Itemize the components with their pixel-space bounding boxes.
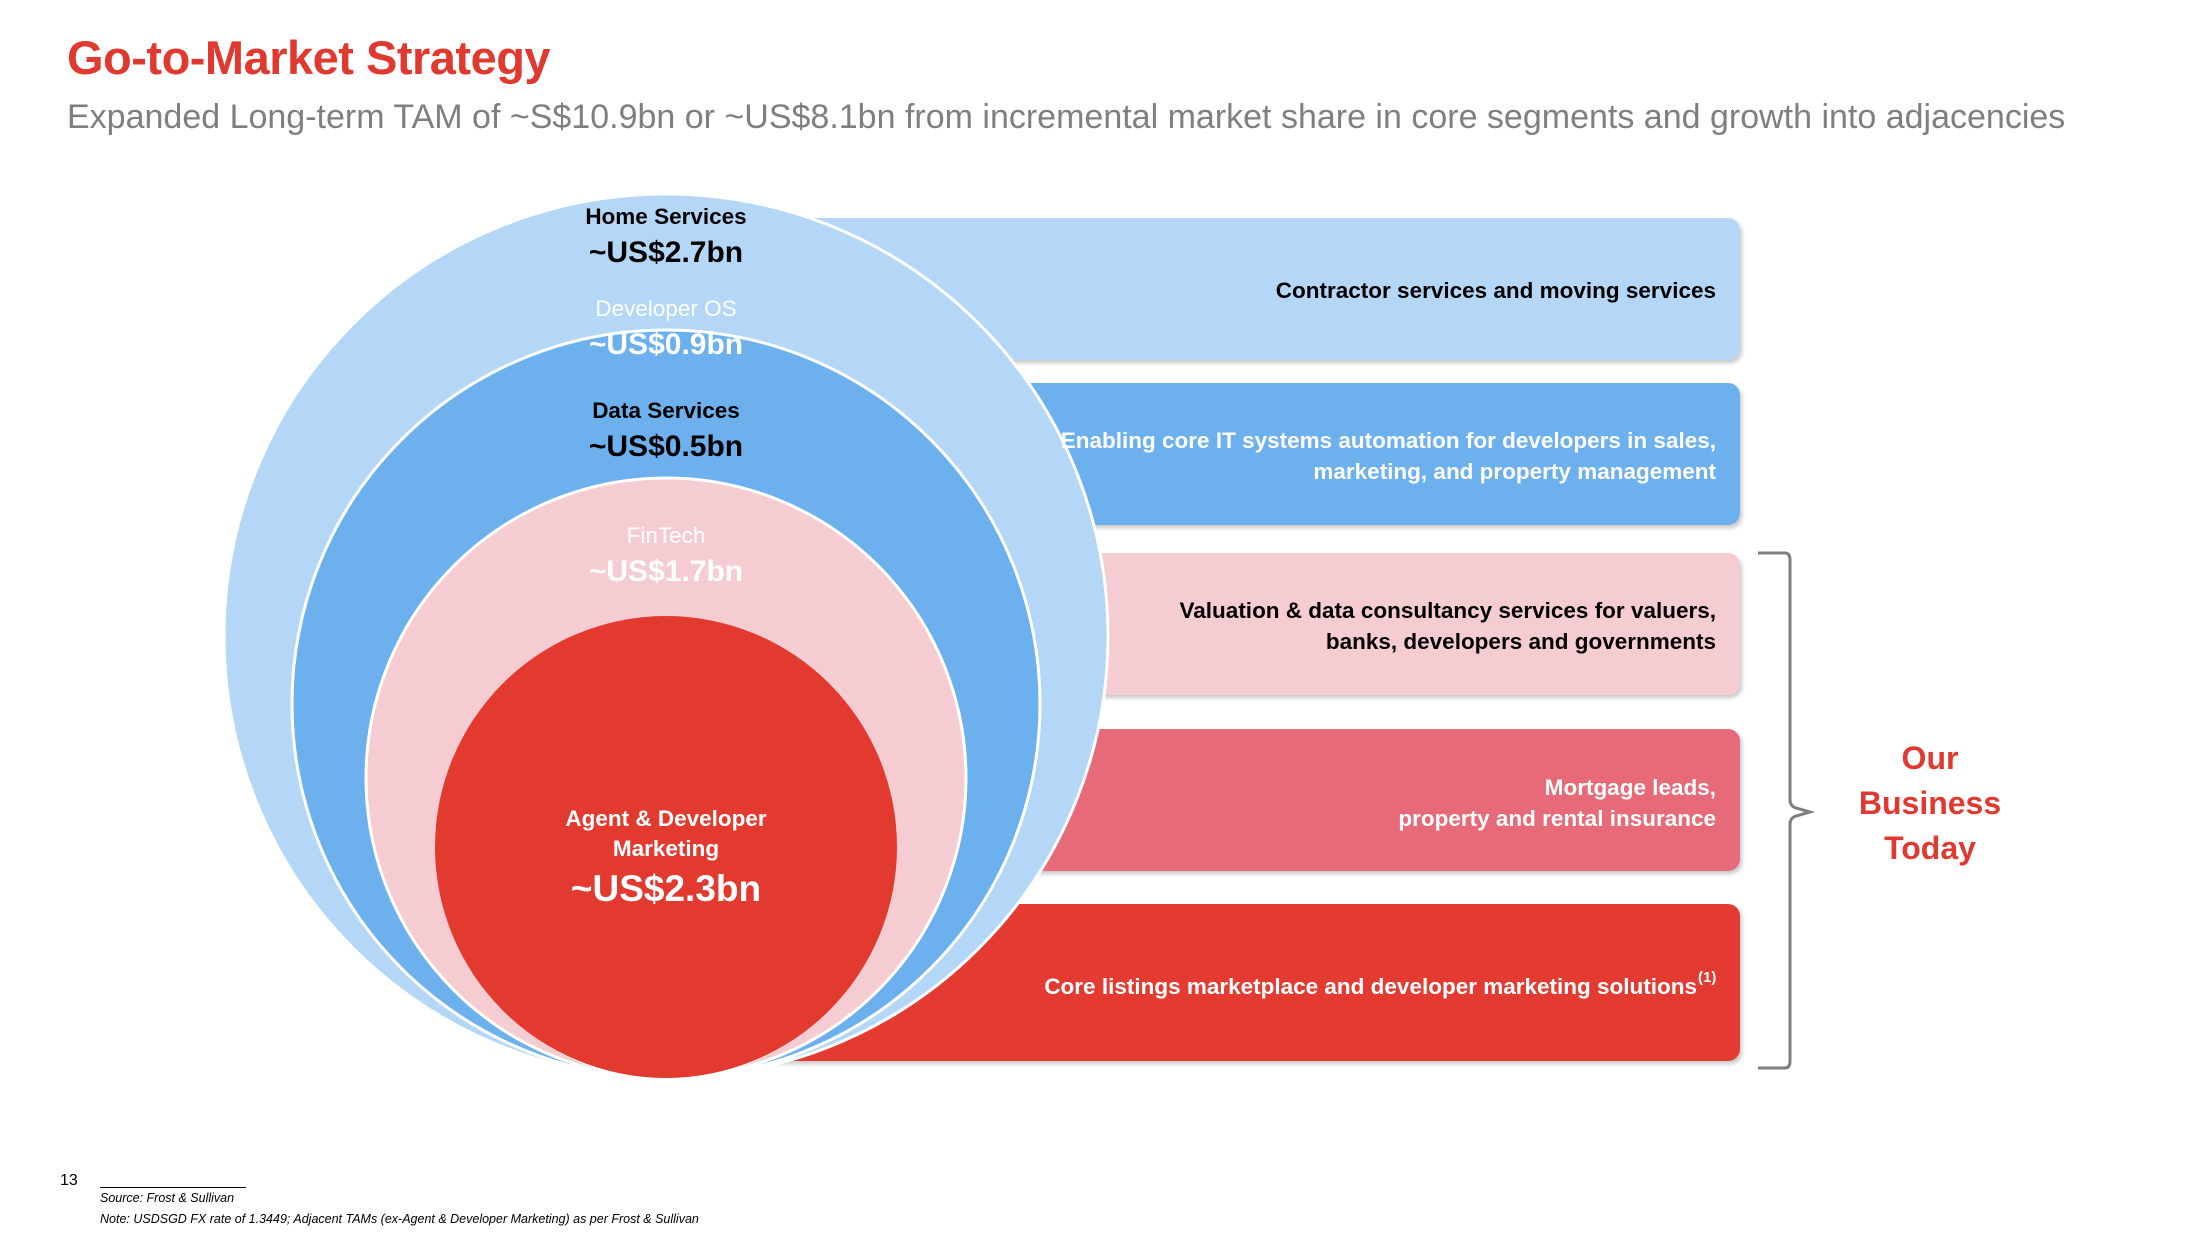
fintech-value: ~US$1.7bn bbox=[589, 555, 743, 588]
our-business-brace bbox=[1758, 551, 1816, 1070]
developer-os-description-line2: marketing, and property management bbox=[1313, 459, 1716, 484]
page-number: 13 bbox=[60, 1172, 78, 1189]
home-services-label: Home Services bbox=[585, 204, 746, 229]
footnote-rule bbox=[100, 1187, 246, 1188]
our-business-today-line3: Today bbox=[1884, 830, 1976, 866]
our-business-today-line2: Business bbox=[1858, 785, 2002, 821]
data-services-value: ~US$0.5bn bbox=[589, 430, 743, 463]
fintech-description-line1: Mortgage leads, bbox=[1545, 775, 1716, 800]
fintech-description-line2: property and rental insurance bbox=[1398, 806, 1716, 831]
data-services-label: Data Services bbox=[592, 398, 740, 423]
source-note: Source: Frost & Sullivan bbox=[100, 1191, 235, 1205]
our-business-today-label: Our Business Today bbox=[1810, 736, 2050, 871]
developer-os-value: ~US$0.9bn bbox=[589, 328, 743, 361]
agent-developer-label-line1: Agent & Developer bbox=[565, 806, 767, 831]
agent-developer-circle bbox=[435, 616, 897, 1078]
slide-title: Go-to-Market Strategy bbox=[67, 31, 551, 84]
slide-subtitle: Expanded Long-term TAM of ~S$10.9bn or ~… bbox=[67, 98, 2066, 136]
home-services-description: Contractor services and moving services bbox=[1276, 278, 1716, 303]
agent-developer-value: ~US$2.3bn bbox=[571, 868, 761, 909]
developer-os-label: Developer OS bbox=[595, 296, 736, 321]
footnote-marker: (1) bbox=[1698, 969, 1716, 986]
fintech-label: FinTech bbox=[627, 523, 706, 548]
developer-os-description-line1: Enabling core IT systems automation for … bbox=[1061, 428, 1716, 453]
data-services-description-line1: Valuation & data consultancy services fo… bbox=[1180, 598, 1716, 623]
home-services-value: ~US$2.7bn bbox=[589, 236, 743, 269]
data-services-description-line2: banks, developers and governments bbox=[1326, 629, 1716, 654]
agent-developer-label-line2: Marketing bbox=[613, 836, 719, 861]
our-business-today-line1: Our bbox=[1901, 740, 1959, 776]
agent-developer-description: Core listings marketplace and developer … bbox=[1044, 974, 1697, 999]
agent-developer-description-text: Core listings marketplace and developer … bbox=[1044, 974, 1697, 999]
fx-note: Note: USDSGD FX rate of 1.3449; Adjacent… bbox=[100, 1212, 699, 1226]
